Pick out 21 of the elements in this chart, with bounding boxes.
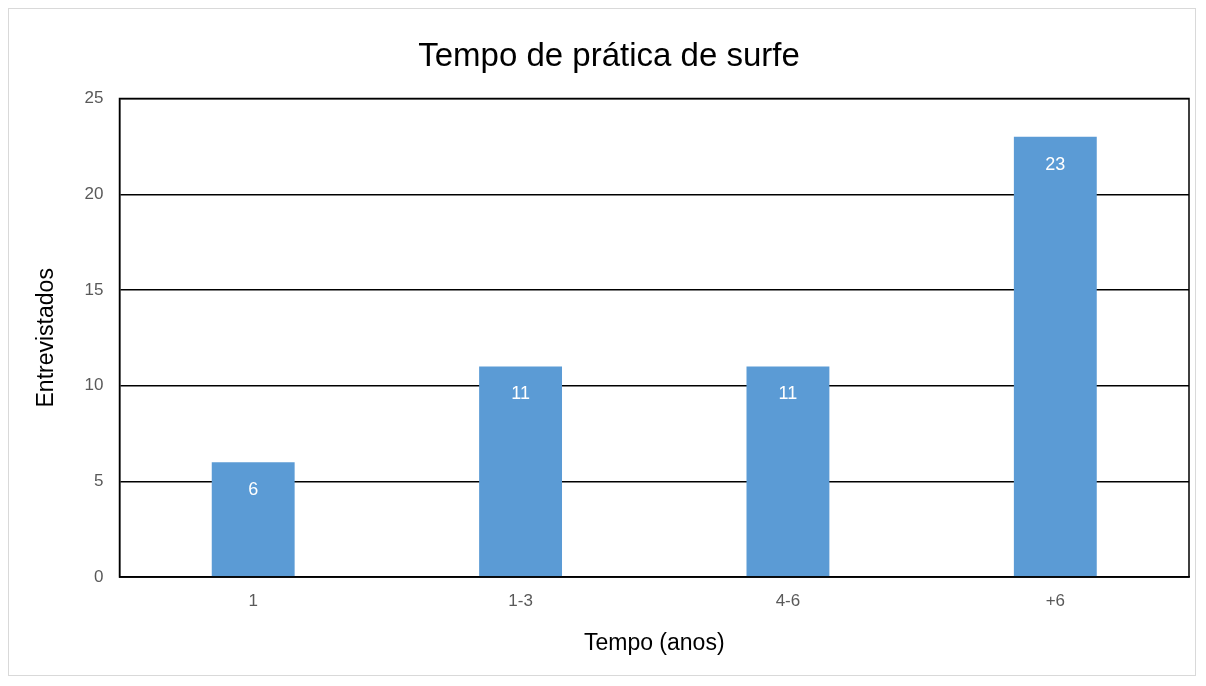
x-tick-label: 1-3: [508, 590, 533, 610]
x-tick-label: 4-6: [775, 590, 801, 610]
data-label: 23: [1045, 153, 1066, 174]
bar: [479, 366, 563, 577]
y-axis-title: Entrevistados: [32, 268, 59, 408]
data-label: 11: [511, 383, 530, 404]
y-tick-label: 10: [84, 375, 104, 395]
y-tick-label: 15: [84, 279, 104, 299]
bar: [1013, 136, 1097, 577]
data-label: 11: [778, 383, 798, 404]
chart-title: Tempo de prática de surfe: [418, 35, 800, 73]
y-tick-label: 0: [94, 566, 104, 586]
data-label: 6: [248, 479, 259, 500]
y-tick-label: 5: [94, 471, 104, 491]
x-axis-title: Tempo (anos): [583, 628, 725, 655]
bar: [746, 366, 830, 577]
bar: [211, 462, 295, 577]
y-tick-label: 25: [84, 88, 104, 108]
y-tick-label: 20: [84, 183, 104, 203]
x-tick-label: 1: [248, 590, 258, 610]
x-tick-label: +6: [1045, 590, 1066, 610]
